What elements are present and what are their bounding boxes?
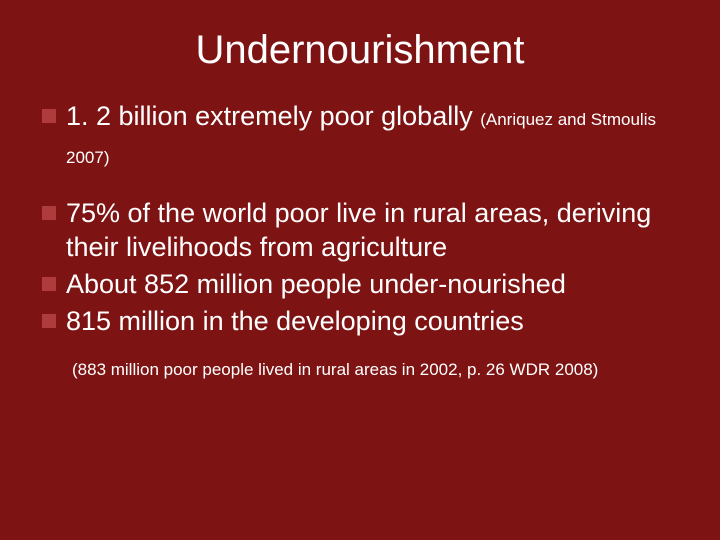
bullet-main: 815 million in the developing countries: [66, 306, 524, 336]
bullet-item: 1. 2 billion extremely poor globally (An…: [42, 99, 678, 175]
spacer: [42, 178, 678, 196]
square-bullet-icon: [42, 277, 56, 291]
slide-body: 1. 2 billion extremely poor globally (An…: [0, 99, 720, 380]
bullet-main: 1. 2 billion extremely poor globally: [66, 101, 480, 131]
square-bullet-icon: [42, 206, 56, 220]
square-bullet-icon: [42, 314, 56, 328]
bullet-item: 815 million in the developing countries: [42, 304, 678, 338]
bullet-text: 75% of the world poor live in rural area…: [66, 196, 678, 264]
bullet-text: 1. 2 billion extremely poor globally (An…: [66, 99, 678, 175]
bullet-main: 75% of the world poor live in rural area…: [66, 198, 651, 262]
footnote: (883 million poor people lived in rural …: [72, 360, 678, 380]
bullet-text: 815 million in the developing countries: [66, 304, 678, 338]
bullet-item: 75% of the world poor live in rural area…: [42, 196, 678, 264]
bullet-text: About 852 million people under-nourished: [66, 267, 678, 301]
bullet-main: About 852 million people under-nourished: [66, 269, 566, 299]
slide: Undernourishment 1. 2 billion extremely …: [0, 0, 720, 540]
square-bullet-icon: [42, 109, 56, 123]
bullet-item: About 852 million people under-nourished: [42, 267, 678, 301]
slide-title: Undernourishment: [0, 0, 720, 99]
